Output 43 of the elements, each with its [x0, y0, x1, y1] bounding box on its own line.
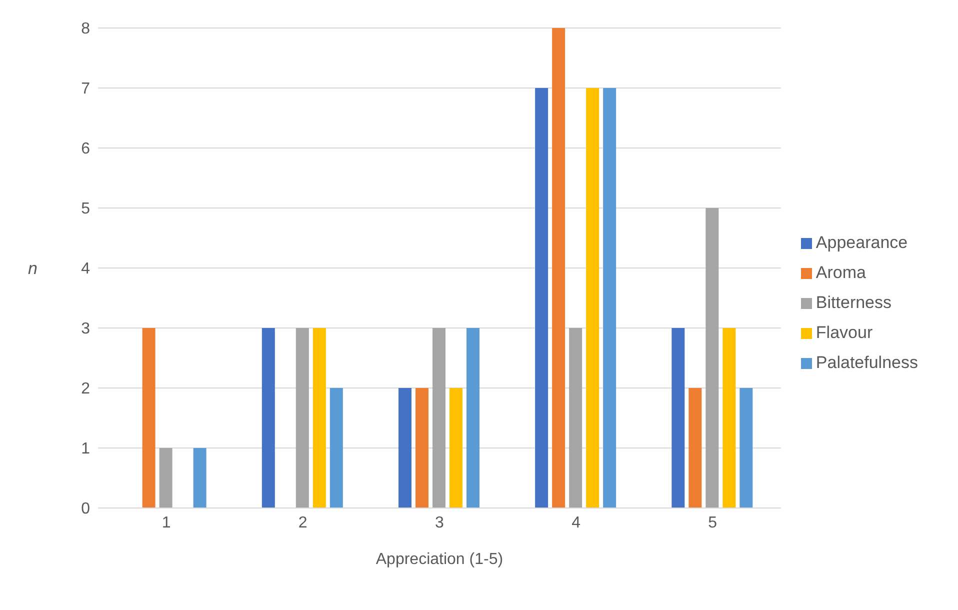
legend-label: Aroma [816, 263, 866, 282]
bar [672, 328, 685, 508]
x-tick-label: 3 [435, 514, 444, 532]
bar [449, 388, 462, 508]
bar [398, 388, 412, 508]
bar [415, 388, 428, 508]
legend-label: Appearance [816, 233, 908, 252]
bar [262, 328, 275, 508]
bar [296, 328, 309, 508]
legend-label: Bitterness [816, 293, 892, 312]
y-axis-title: n [28, 259, 38, 278]
x-tick-label: 1 [162, 514, 171, 532]
bar [193, 448, 206, 508]
bar [330, 388, 343, 508]
y-tick-label: 5 [81, 200, 90, 218]
legend-label: Flavour [816, 323, 873, 342]
y-tick-label: 1 [81, 440, 90, 458]
bar [569, 328, 582, 508]
bar [312, 328, 326, 508]
y-tick-label: 6 [81, 140, 90, 158]
bar [142, 328, 156, 508]
x-tick-label: 2 [298, 514, 308, 532]
bar [722, 328, 736, 508]
legend-label: Palatefulness [816, 353, 918, 372]
bar [535, 88, 548, 508]
x-axis-title: Appreciation (1-5) [376, 551, 504, 568]
y-tick-label: 2 [81, 380, 90, 398]
bar [466, 328, 480, 508]
bar [688, 388, 702, 508]
y-tick-label: 3 [81, 320, 90, 338]
bar [432, 328, 446, 508]
bar [159, 448, 172, 508]
y-tick-label: 8 [81, 20, 90, 38]
y-tick-label: 4 [81, 260, 90, 278]
bar [740, 388, 753, 508]
bar [706, 208, 719, 508]
bar [552, 28, 566, 508]
x-tick-label: 4 [572, 514, 581, 532]
y-tick-label: 0 [81, 500, 90, 518]
bar [603, 88, 616, 508]
x-tick-label: 5 [708, 514, 718, 532]
bar [586, 88, 600, 508]
y-tick-label: 7 [81, 80, 90, 98]
